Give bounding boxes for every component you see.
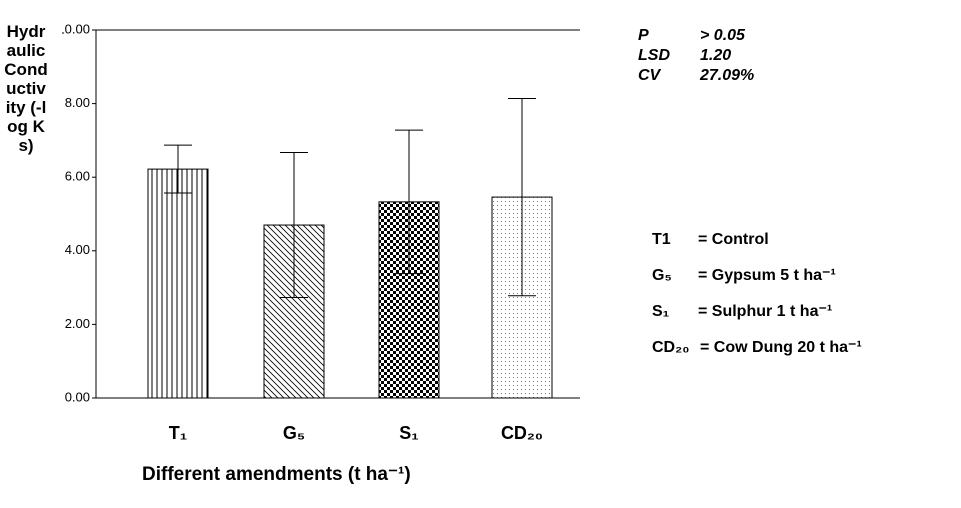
y-tick-label: 2.00 — [65, 316, 90, 331]
x-axis-label: Different amendments (t ha⁻¹) — [142, 464, 411, 485]
x-tick-label: G₅ — [283, 423, 305, 443]
legend-code: T1 — [652, 231, 671, 248]
stat-label: LSD — [638, 47, 670, 64]
legend-text: = Gypsum 5 t ha⁻¹ — [698, 267, 836, 284]
bar — [147, 168, 209, 399]
legend-code: G₅ — [652, 267, 672, 284]
y-tick-label: 6.00 — [65, 169, 90, 184]
legend-code: CD₂₀ — [652, 339, 689, 356]
y-axis-label: Hydraulic Conductivity (-log Ks) — [4, 22, 48, 155]
legend-code: S₁ — [652, 303, 670, 320]
y-tick-label: 8.00 — [65, 95, 90, 110]
y-tick-label: 10.00 — [57, 21, 90, 36]
x-tick-label: S₁ — [399, 423, 418, 443]
x-tick-label: T₁ — [169, 423, 187, 443]
stat-value: 1.20 — [700, 47, 731, 64]
stat-label: CV — [638, 67, 662, 84]
stat-value: 27.09% — [699, 67, 754, 84]
stat-label: P — [638, 27, 649, 44]
y-tick-label: 4.00 — [65, 242, 90, 257]
legend-text: = Cow Dung 20 t ha⁻¹ — [700, 339, 862, 356]
stat-value: > 0.05 — [700, 27, 746, 44]
x-tick-label: CD₂₀ — [501, 423, 543, 443]
y-tick-label: 0.00 — [65, 389, 90, 404]
legend-text: = Control — [698, 231, 769, 248]
legend-text: = Sulphur 1 t ha⁻¹ — [698, 303, 832, 320]
